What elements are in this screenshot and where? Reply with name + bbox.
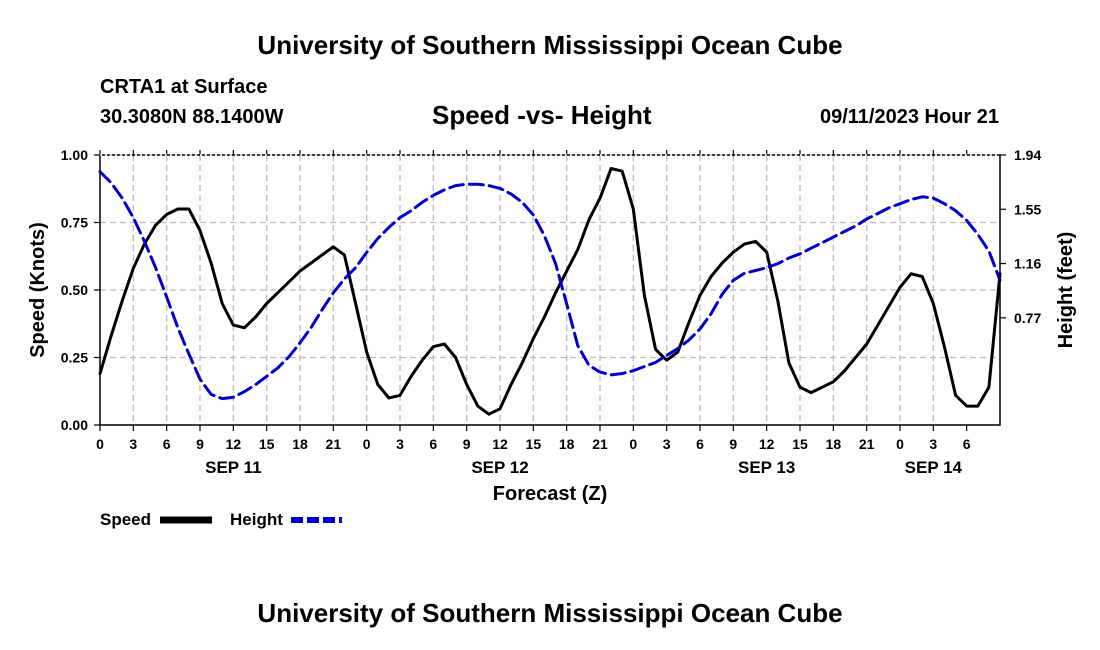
y2-tick-label: 1.55 <box>1014 201 1041 217</box>
y2-axis-title: Height (feet) <box>1055 232 1077 349</box>
x-tick-label: 3 <box>129 436 137 452</box>
station-coordinates: 30.3080N 88.1400W <box>100 106 284 128</box>
x-tick-label: 3 <box>929 436 937 452</box>
x-tick-label: 18 <box>292 436 308 452</box>
chart-footer-title: University of Southern Mississippi Ocean… <box>257 598 843 628</box>
x-tick-label: 3 <box>663 436 671 452</box>
plot-title: Speed -vs- Height <box>432 100 652 130</box>
x-tick-label: 12 <box>492 436 508 452</box>
x-date-label: SEP 13 <box>738 458 795 477</box>
legend-height-label: Height <box>230 510 283 529</box>
x-date-label: SEP 14 <box>905 458 963 477</box>
y-tick-label: 0.25 <box>61 350 88 366</box>
y2-tick-label: 0.77 <box>1014 310 1041 326</box>
height-series-line <box>98 170 1002 401</box>
grid-lines <box>100 155 1000 425</box>
x-tick-label: 0 <box>896 436 904 452</box>
legend: Speed Height <box>100 510 342 529</box>
x-tick-label: 12 <box>759 436 775 452</box>
chart-header-title: University of Southern Mississippi Ocean… <box>257 30 843 60</box>
y-tick-label: 0.50 <box>61 282 88 298</box>
x-tick-label: 9 <box>196 436 204 452</box>
y-tick-label: 0.75 <box>61 215 88 231</box>
y-tick-label: 0.00 <box>61 417 88 433</box>
x-tick-label: 15 <box>792 436 808 452</box>
axes: 0 3 6 9 12 15 18 21 0 3 6 9 12 15 18 21 0 3 6 9 12 15 18 21 0 3 6S… <box>61 147 1042 477</box>
x-axis-title: Forecast (Z) <box>493 483 607 505</box>
data-series <box>98 167 1002 416</box>
x-tick-label: 6 <box>429 436 437 452</box>
x-tick-label: 21 <box>859 436 875 452</box>
x-tick-label: 0 <box>96 436 104 452</box>
x-tick-label: 12 <box>226 436 242 452</box>
speed-series-line <box>98 167 1002 416</box>
x-tick-label: 6 <box>963 436 971 452</box>
x-tick-label: 3 <box>396 436 404 452</box>
x-tick-label: 6 <box>163 436 171 452</box>
y2-tick-label: 1.94 <box>1014 147 1041 163</box>
x-tick-label: 15 <box>526 436 542 452</box>
x-tick-label: 6 <box>696 436 704 452</box>
x-tick-label: 9 <box>463 436 471 452</box>
legend-speed-label: Speed <box>100 510 151 529</box>
x-tick-label: 18 <box>559 436 575 452</box>
station-name: CRTA1 at Surface <box>100 76 268 98</box>
x-date-label: SEP 11 <box>205 458 261 477</box>
forecast-run-time: 09/11/2023 Hour 21 <box>819 106 999 128</box>
x-tick-label: 15 <box>259 436 275 452</box>
x-tick-label: 9 <box>729 436 737 452</box>
x-tick-label: 18 <box>826 436 842 452</box>
x-tick-label: 0 <box>363 436 371 452</box>
x-tick-label: 21 <box>326 436 342 452</box>
x-date-label: SEP 12 <box>471 458 528 477</box>
y2-tick-label: 1.16 <box>1014 256 1041 272</box>
y-axis-title: Speed (Knots) <box>27 222 49 358</box>
x-tick-label: 21 <box>592 436 608 452</box>
x-tick-label: 0 <box>629 436 637 452</box>
y-tick-label: 1.00 <box>61 147 88 163</box>
